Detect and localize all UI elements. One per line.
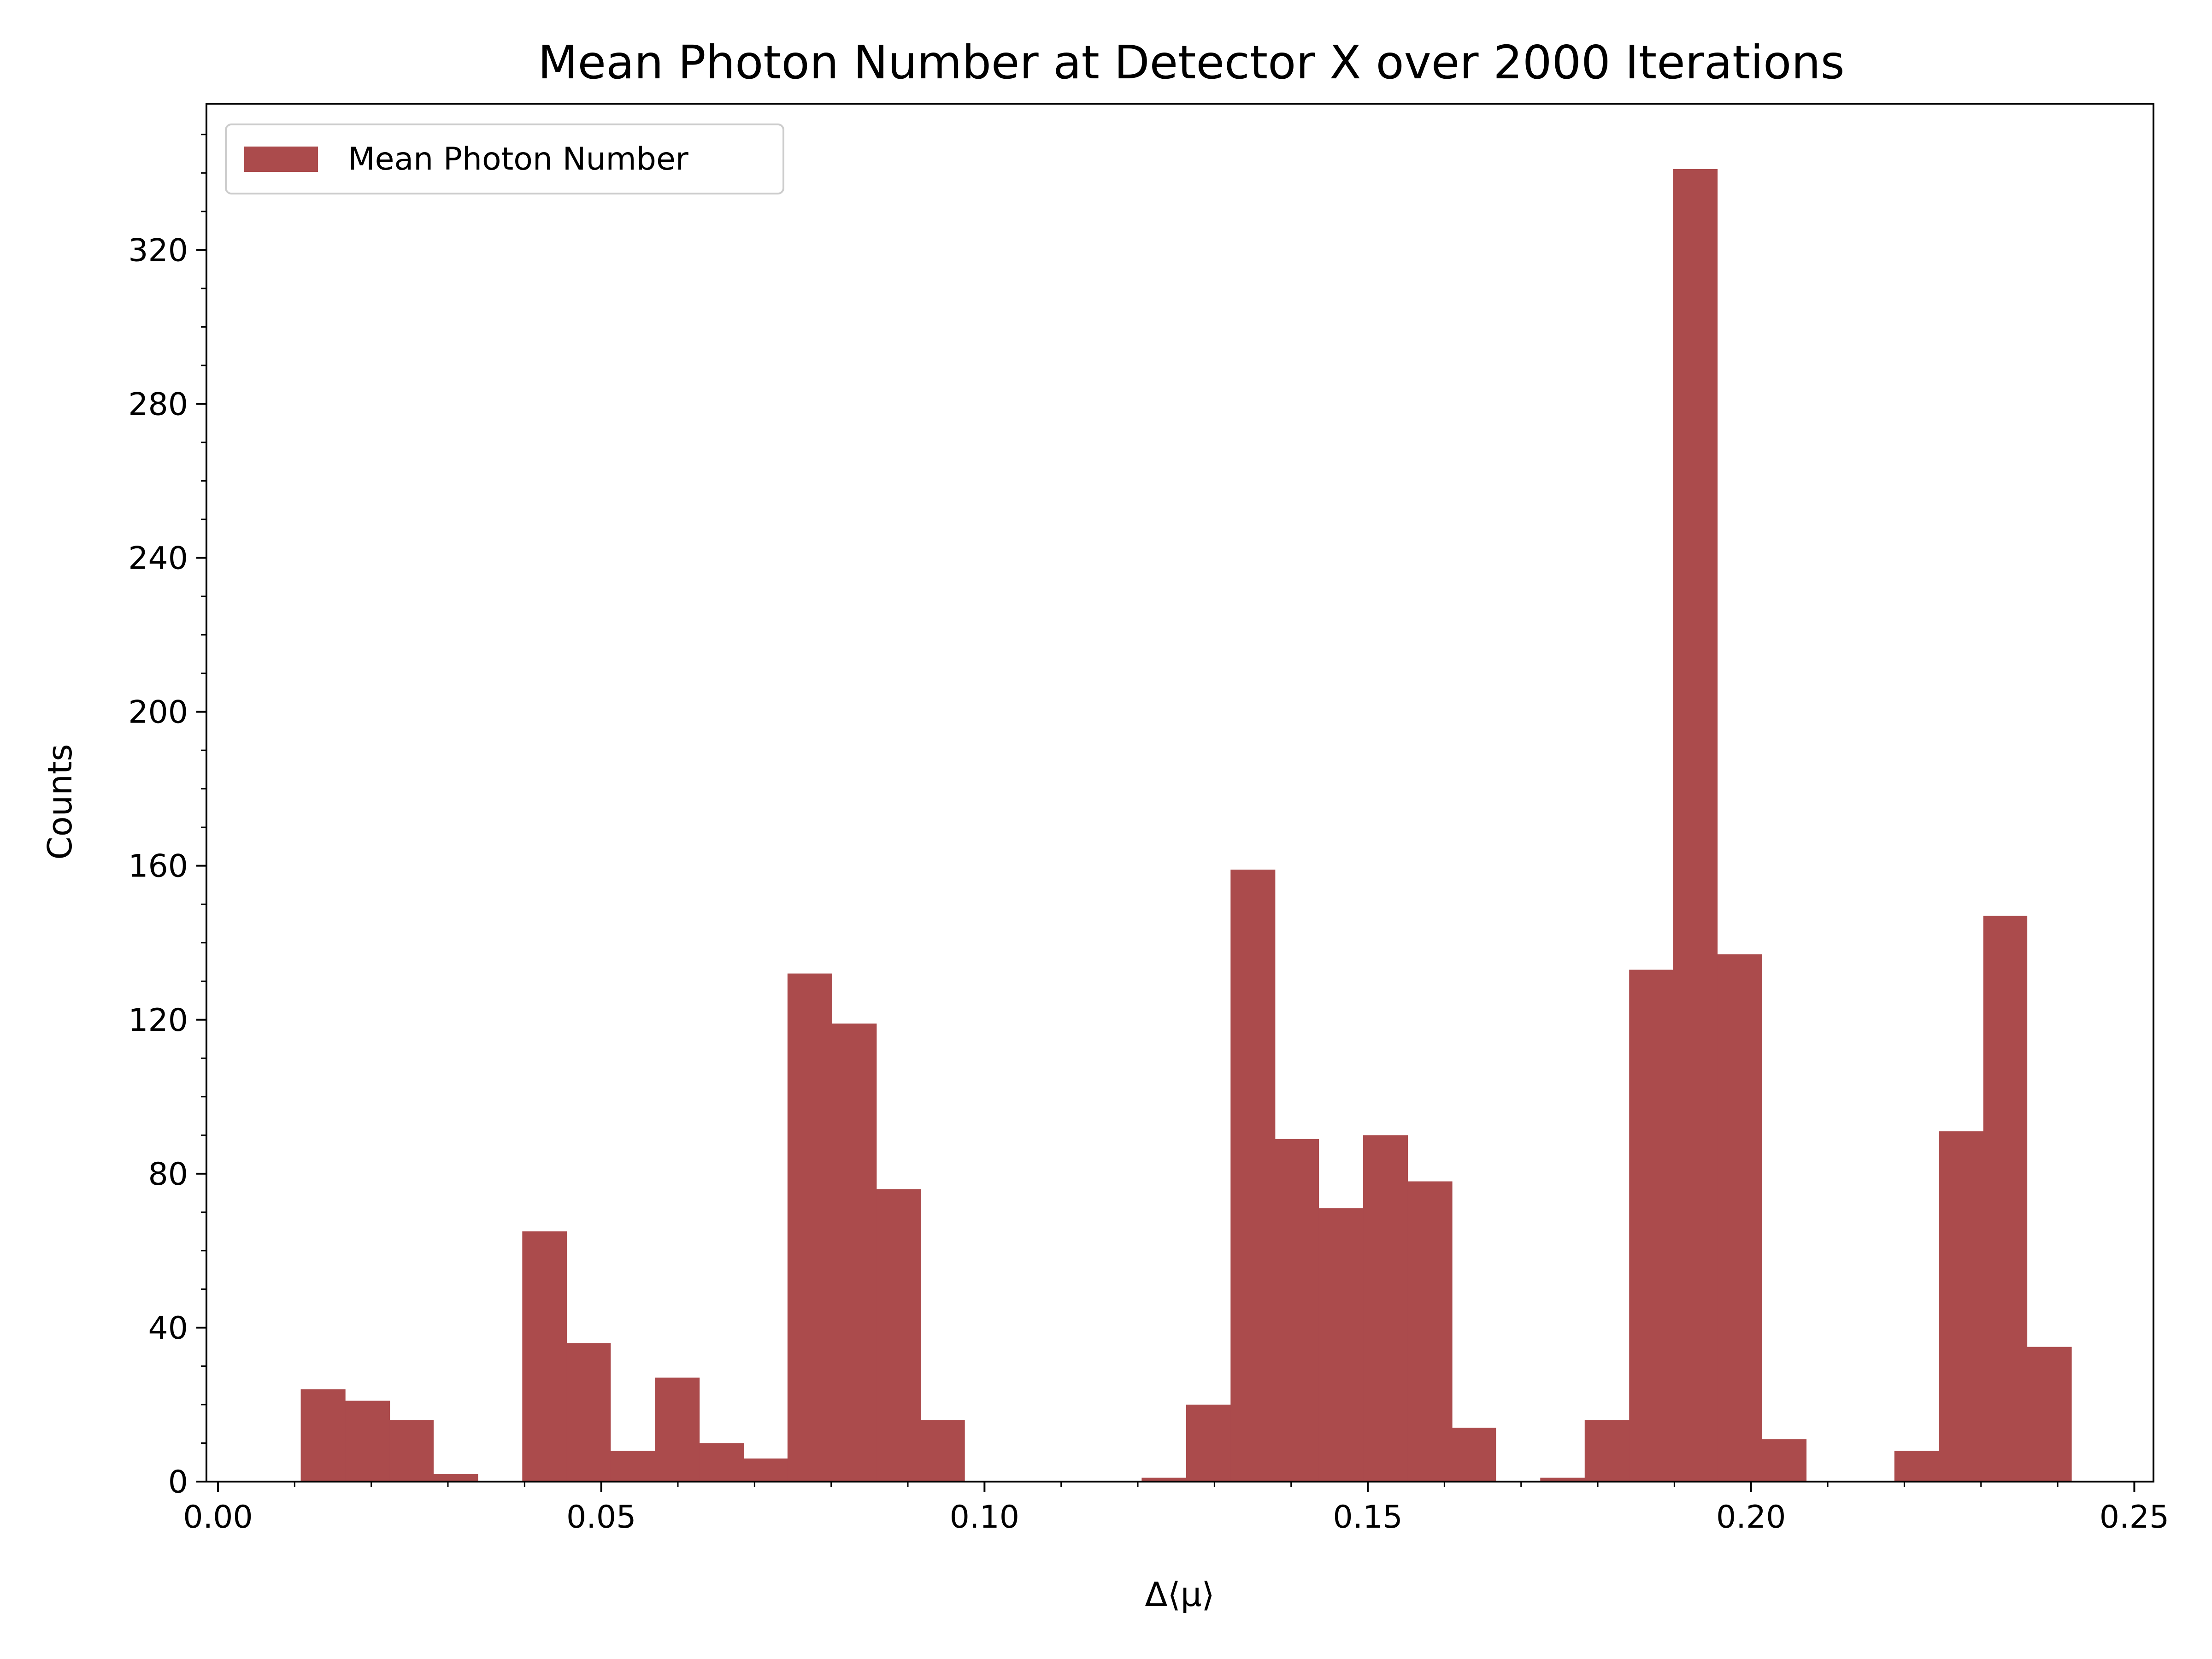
histogram-bar bbox=[1584, 1420, 1630, 1482]
histogram-bar bbox=[2027, 1347, 2072, 1482]
x-tick-label: 0.05 bbox=[566, 1499, 636, 1535]
histogram-bar bbox=[1717, 954, 1762, 1482]
histogram-bar bbox=[1275, 1139, 1319, 1482]
x-tick-label: 0.25 bbox=[2100, 1499, 2169, 1535]
legend-label: Mean Photon Number bbox=[348, 141, 688, 177]
x-tick-label: 0.20 bbox=[1716, 1499, 1786, 1535]
y-tick-label: 120 bbox=[128, 1002, 188, 1039]
y-tick-label: 320 bbox=[128, 232, 188, 269]
x-tick-label: 0.15 bbox=[1333, 1499, 1402, 1535]
histogram-bar bbox=[744, 1458, 788, 1482]
histogram-bar bbox=[389, 1420, 434, 1482]
histogram-bar bbox=[655, 1377, 700, 1482]
histogram-bar bbox=[522, 1231, 567, 1482]
legend-swatch bbox=[244, 147, 318, 172]
plot-frame bbox=[206, 103, 2154, 1483]
histogram-bar bbox=[1762, 1439, 1807, 1482]
x-axis-label: Δ⟨μ⟩ bbox=[1145, 1575, 1214, 1614]
histogram-bar bbox=[832, 1024, 877, 1482]
histogram-bar bbox=[1540, 1477, 1585, 1482]
histogram-bar bbox=[787, 973, 832, 1482]
histogram-bars bbox=[300, 169, 2072, 1482]
legend-box bbox=[225, 124, 784, 194]
histogram-bar bbox=[610, 1451, 655, 1482]
histogram-bar bbox=[1407, 1181, 1453, 1482]
histogram-bar bbox=[300, 1389, 346, 1482]
histogram-bar bbox=[921, 1420, 965, 1482]
y-tick-label: 280 bbox=[128, 386, 188, 423]
histogram-bar bbox=[345, 1400, 390, 1482]
histogram-bar bbox=[876, 1189, 921, 1482]
histogram-bar bbox=[566, 1343, 611, 1482]
chart-title: Mean Photon Number at Detector X over 20… bbox=[538, 35, 1845, 89]
y-axis-ticks: 0 40 80 120 160 200 240 280 320 bbox=[128, 134, 206, 1500]
histogram-bar bbox=[1983, 916, 2028, 1482]
histogram-bar bbox=[1673, 169, 1718, 1482]
histogram-bar bbox=[1186, 1404, 1231, 1482]
y-axis-label: Counts bbox=[41, 744, 79, 859]
histogram-bar bbox=[1629, 970, 1673, 1482]
histogram-bar bbox=[1230, 870, 1276, 1482]
y-tick-label: 160 bbox=[128, 848, 188, 885]
x-tick-label: 0.10 bbox=[950, 1499, 1019, 1535]
y-tick-label: 80 bbox=[148, 1156, 188, 1193]
histogram-bar bbox=[1894, 1451, 1939, 1482]
histogram-bar bbox=[1363, 1135, 1408, 1482]
histogram-bar bbox=[699, 1443, 744, 1482]
y-tick-label: 40 bbox=[148, 1310, 188, 1347]
y-tick-label: 200 bbox=[128, 694, 188, 731]
histogram-bar bbox=[433, 1474, 478, 1482]
y-tick-label: 0 bbox=[168, 1464, 188, 1500]
x-tick-label: 0.00 bbox=[183, 1499, 253, 1535]
histogram-bar bbox=[1939, 1131, 1984, 1482]
y-tick-label: 240 bbox=[128, 541, 188, 577]
x-axis-ticks: 0.00 0.05 0.10 0.15 0.20 0.25 bbox=[183, 1482, 2169, 1535]
histogram-bar bbox=[1452, 1428, 1496, 1482]
histogram-bar bbox=[1318, 1208, 1364, 1482]
histogram-bar bbox=[1141, 1477, 1187, 1482]
legend: Mean Photon Number bbox=[225, 124, 784, 194]
